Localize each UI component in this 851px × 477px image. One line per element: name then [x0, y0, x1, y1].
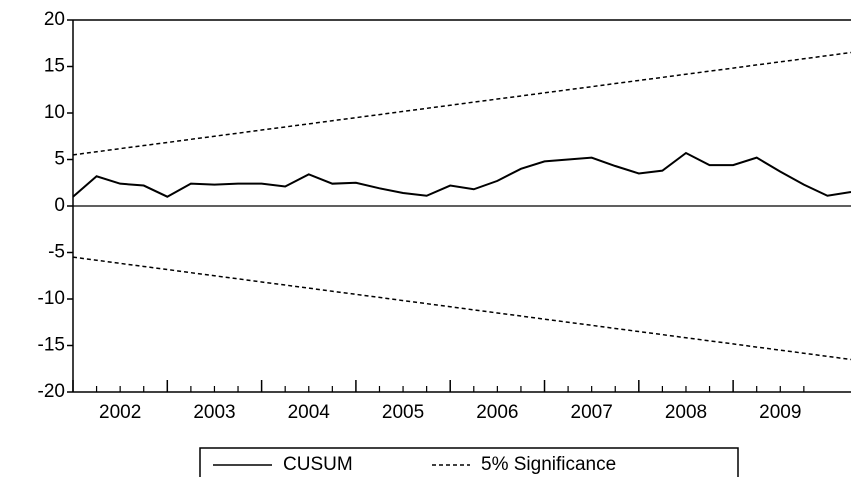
x-tick-label: 2004: [288, 402, 331, 423]
y-tick-label: -20: [38, 381, 65, 402]
y-tick-label: 0: [54, 195, 65, 216]
y-tick-label: 10: [44, 102, 65, 123]
x-tick-label: 2002: [99, 402, 141, 423]
x-tick-label: 2007: [571, 402, 613, 423]
x-tick-label: 2006: [476, 402, 518, 423]
legend: CUSUM 5% Significance: [199, 447, 739, 477]
series-line: [72, 151, 851, 198]
y-tick-label: -15: [38, 335, 65, 356]
y-tick-label: 15: [44, 56, 65, 77]
series-line: [72, 256, 851, 361]
legend-label: 5% Significance: [481, 454, 616, 475]
x-tick-label: 2008: [665, 402, 707, 423]
y-tick-label: 20: [44, 9, 65, 30]
legend-box: [199, 447, 739, 477]
x-tick-label: 2005: [382, 402, 424, 423]
legend-label: CUSUM: [283, 454, 353, 475]
y-tick-label: -5: [48, 242, 65, 263]
y-tick-label: 5: [54, 149, 65, 170]
y-tick-label: -10: [38, 288, 65, 309]
x-tick-label: 2009: [759, 402, 801, 423]
x-tick-label: 2003: [193, 402, 235, 423]
series-line: [72, 51, 851, 156]
